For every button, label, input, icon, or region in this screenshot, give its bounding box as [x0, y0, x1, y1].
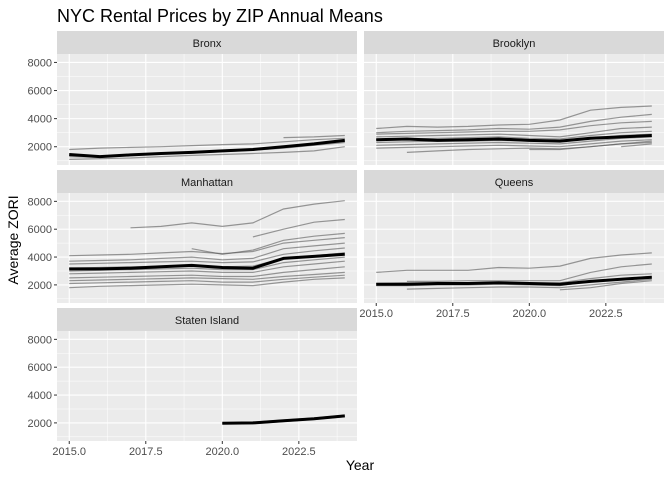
zip-series-line	[69, 146, 345, 160]
zip-series-line	[252, 218, 345, 238]
facet-strip-label: Bronx	[193, 38, 222, 50]
mean-series-line	[376, 275, 652, 286]
zip-series-line	[69, 274, 345, 285]
facet-strip	[364, 31, 664, 54]
zip-series-line	[376, 139, 652, 149]
zip-series-line	[406, 278, 652, 290]
zip-series-line	[69, 271, 345, 282]
y-tick-label: 8000	[28, 196, 52, 208]
y-tick-label: 8000	[28, 334, 52, 346]
zip-series-line	[283, 134, 345, 139]
facet-strip-label: Brooklyn	[493, 38, 536, 50]
y-tick-label: 6000	[28, 86, 52, 98]
facet-strip	[364, 170, 664, 193]
zip-series-line	[376, 120, 652, 135]
zip-series-line	[376, 252, 652, 273]
x-axis-title: Year	[346, 457, 375, 473]
zip-series-line	[621, 143, 652, 148]
x-tick-label: 2022.5	[282, 446, 316, 458]
y-tick-label: 6000	[28, 224, 52, 236]
x-tick-label: 2015.0	[359, 308, 393, 320]
y-tick-label: 2000	[28, 142, 52, 154]
zip-series-line	[406, 263, 652, 282]
facet-grid: Bronx 2000 4000 6000 8000 Brooklyn Manhattan 20…	[28, 31, 664, 458]
zip-series-line	[69, 137, 345, 151]
mean-series-line	[69, 252, 345, 271]
x-tick-label: 2020.0	[512, 308, 546, 320]
y-tick-label: 2000	[28, 418, 52, 430]
y-tick-label: 4000	[28, 114, 52, 126]
zip-series-line	[376, 113, 652, 134]
facet-strip-label: Manhattan	[181, 177, 233, 189]
zip-series-line	[529, 140, 652, 151]
mean-series-line	[69, 138, 345, 159]
zip-series-line	[69, 260, 345, 275]
zip-series-line	[559, 280, 652, 291]
chart-title: NYC Rental Prices by ZIP Annual Means	[57, 6, 383, 26]
zip-series-line	[130, 200, 345, 229]
zip-series-line	[69, 247, 345, 265]
facet-panel: Staten Island 2000 4000 6000 8000 2015.0 2017.…	[28, 308, 357, 458]
facet-strip	[57, 170, 357, 193]
mean-series-line	[222, 414, 345, 425]
facet-panel: Manhattan 2000 4000 6000 8000	[28, 170, 357, 303]
zip-series-line	[376, 105, 652, 130]
x-tick-label: 2017.5	[436, 308, 470, 320]
x-tick-label: 2020.0	[205, 446, 239, 458]
y-tick-label: 2000	[28, 280, 52, 292]
zip-series-line	[69, 277, 345, 289]
y-tick-label: 4000	[28, 252, 52, 264]
facet-panel: Brooklyn	[364, 31, 664, 165]
x-tick-label: 2017.5	[129, 446, 163, 458]
facet-strip-label: Queens	[495, 177, 534, 189]
facet-panel: Queens 2015.0 2017.5 2020.0 2022.5	[359, 170, 664, 320]
y-tick-label: 4000	[28, 390, 52, 402]
facet-strip-label: Staten Island	[175, 315, 239, 327]
zip-series-line	[69, 242, 345, 262]
facet-strip	[57, 31, 357, 54]
x-tick-label: 2015.0	[52, 446, 86, 458]
y-tick-label: 6000	[28, 362, 52, 374]
panel-background	[57, 331, 357, 441]
mean-series-line	[376, 134, 652, 143]
zip-series-line	[69, 237, 345, 257]
x-tick-label: 2022.5	[589, 308, 623, 320]
zip-series-line	[376, 126, 652, 138]
zip-series-line	[69, 266, 345, 279]
zip-series-line	[376, 136, 652, 146]
y-axis-title: Average ZORI	[5, 195, 21, 284]
y-tick-label: 8000	[28, 57, 52, 69]
facet-panel: Bronx 2000 4000 6000 8000	[28, 31, 357, 165]
facet-strip	[57, 308, 357, 331]
